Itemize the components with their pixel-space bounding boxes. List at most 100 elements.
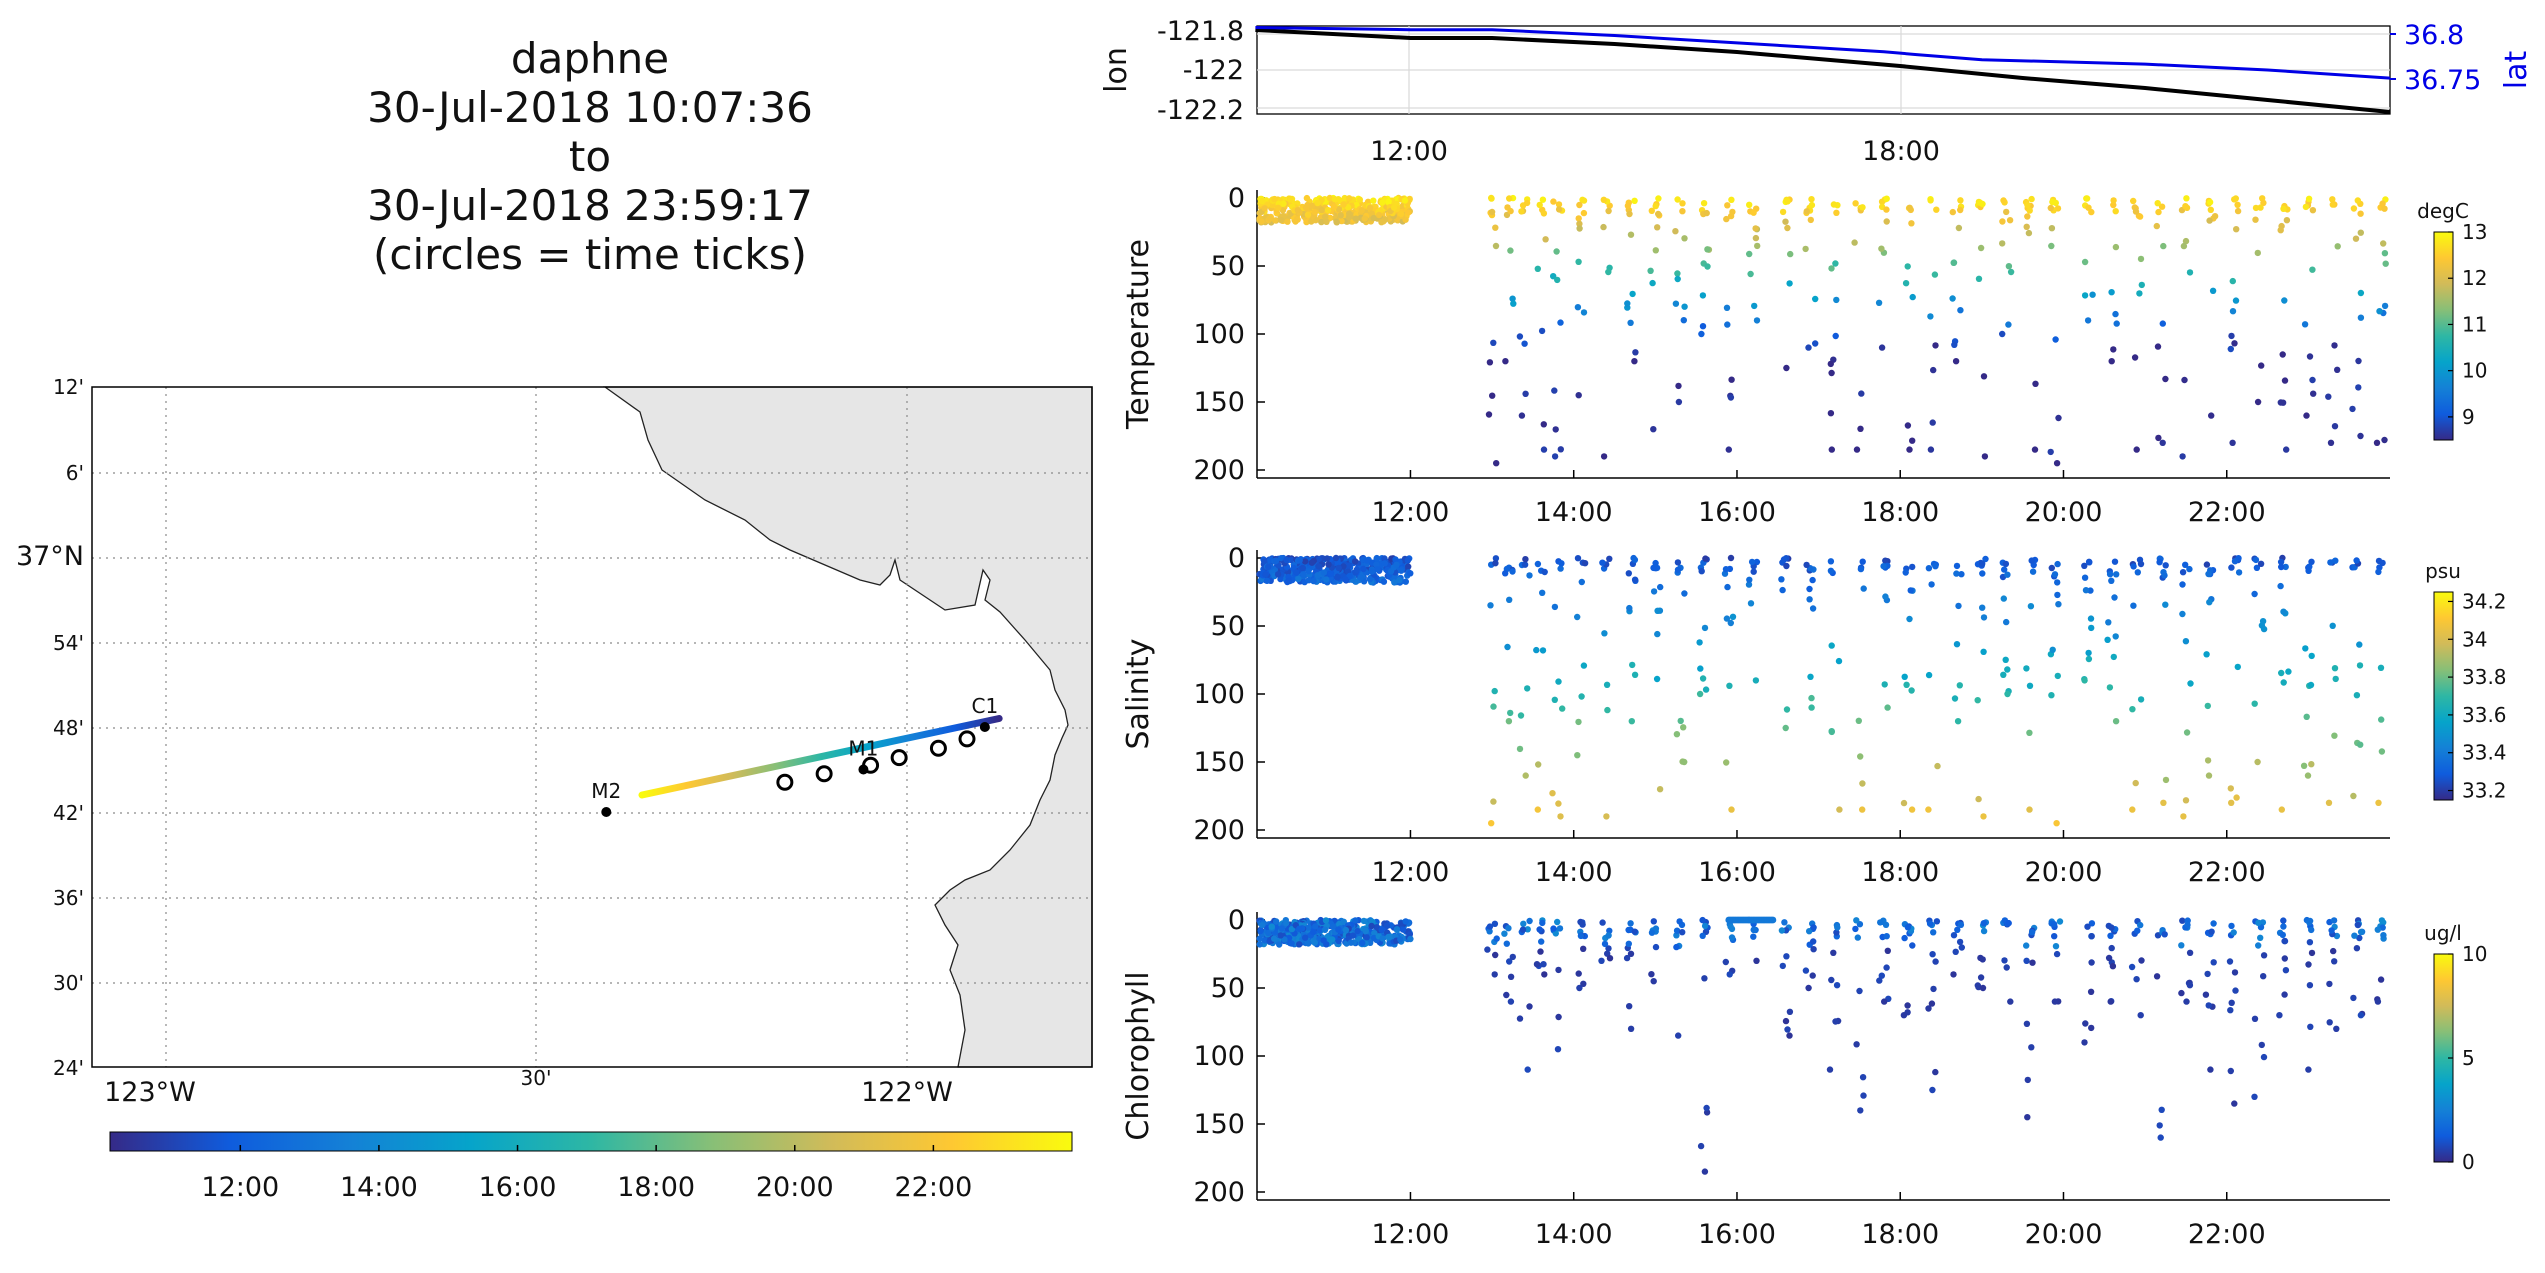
time-tick-circle [890,749,908,767]
data-point [1812,340,1819,347]
data-point [1679,929,1686,936]
data-point [1554,918,1561,926]
data-point [1360,917,1368,925]
data-point [2231,340,2238,347]
data-point [1266,215,1273,222]
data-point [1486,928,1493,935]
data-point [1826,1066,1834,1073]
data-point [2183,998,2190,1005]
data-point [2182,203,2189,210]
data-point [1503,940,1511,947]
x-tick-label: 14:00 [1535,497,1613,528]
data-point [1501,930,1508,937]
data-point [1301,558,1309,565]
data-point [1648,971,1655,978]
data-point [1778,927,1786,934]
data-point [1542,236,1549,243]
data-point [1535,761,1542,768]
data-point [1698,330,1705,338]
data-point [2251,1093,2258,1101]
data-point [1934,762,1941,770]
data-point [2205,772,2213,779]
data-point [2000,671,2007,678]
data-point [1673,927,1681,934]
data-point [2137,1012,2144,1019]
data-point [1833,982,1841,989]
data-point [2283,217,2291,224]
data-point [1354,927,1361,935]
data-point [1540,446,1548,453]
data-point [2051,998,2059,1005]
colorbar-tick: 10 [2462,359,2487,383]
data-point [2158,203,2166,210]
time-tick-circle [929,739,947,757]
data-point [1783,953,1790,960]
data-point [1493,460,1500,467]
data-point [1951,341,1958,348]
data-point [2138,281,2145,289]
data-point [1304,924,1312,931]
data-point [1674,275,1681,283]
data-point [1906,204,1913,211]
data-point [1930,366,1937,374]
data-point [1828,446,1836,453]
data-point [1603,681,1611,688]
data-point [1901,673,1908,680]
data-point [1812,295,1819,303]
data-point [2137,921,2144,929]
data-point [2088,624,2095,632]
data-point [1858,390,1865,397]
data-point [1393,926,1401,933]
data-point [1851,239,1858,246]
data-point [1853,446,1861,453]
data-point [2001,957,2008,964]
data-point [2303,713,2310,720]
data-point [1699,323,1707,330]
data-point [2053,460,2061,467]
data-point [1275,204,1282,211]
colorbar-tick: 33.8 [2462,665,2507,689]
data-point [1605,945,1612,952]
data-point [2331,342,2338,349]
data-point [2258,362,2265,369]
data-point [1958,944,1966,951]
data-point [1703,1104,1710,1112]
data-point [1652,202,1659,210]
data-point [1672,300,1680,307]
data-point [1555,966,1562,974]
data-point [1352,215,1360,222]
colorbar-tick: 11 [2462,312,2487,336]
data-point [1393,561,1400,568]
data-point [2307,681,2315,689]
data-point [1506,596,1513,603]
data-point [2380,932,2387,939]
data-point [2309,207,2317,214]
data-point [1857,753,1864,760]
data-point [2109,963,2117,970]
data-point [1701,1168,1709,1175]
data-point [2204,702,2211,710]
data-point [2156,559,2163,566]
data-point [1751,302,1758,310]
data-point [1729,208,1736,216]
data-point [1830,949,1837,956]
data-point [1518,412,1526,419]
data-point [2306,353,2314,360]
data-point [1932,342,1939,349]
data-point [2178,942,2185,949]
y-tick-label: 200 [1193,455,1245,486]
data-point [1509,568,1516,575]
data-point [2180,242,2188,250]
data-point [2112,208,2119,215]
map-lat-tick: 42' [53,801,84,825]
data-point [2088,920,2096,927]
data-point [1750,568,1757,575]
data-point [2255,919,2262,926]
data-point [1380,578,1388,585]
map-colorbar-tick: 14:00 [340,1172,418,1203]
data-point [2205,570,2212,578]
data-point [1606,555,1613,562]
data-point [1506,195,1513,202]
data-point [1390,204,1398,211]
data-point [1652,925,1660,932]
